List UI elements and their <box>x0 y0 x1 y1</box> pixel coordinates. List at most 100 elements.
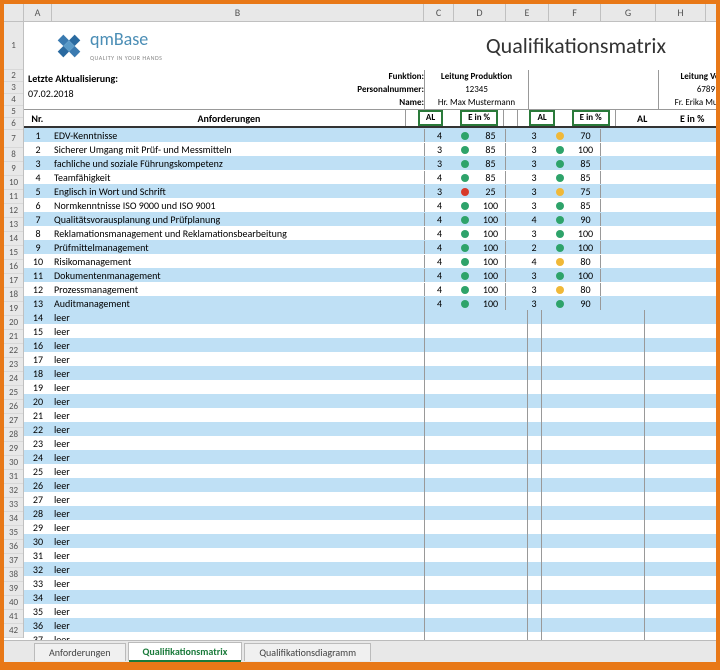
row-num[interactable]: 40 <box>4 596 23 610</box>
table-row[interactable]: 4 Teamfähigkeit 4 85 3 85 <box>24 170 716 184</box>
row-num[interactable]: 22 <box>4 344 23 358</box>
row-num[interactable]: 29 <box>4 442 23 456</box>
col-letter[interactable]: D <box>454 4 506 21</box>
sheet-tab[interactable]: Anforderungen <box>34 643 126 661</box>
row-num[interactable]: 42 <box>4 624 23 638</box>
table-row-empty[interactable]: 36 leer <box>24 618 716 632</box>
al-button-2[interactable]: AL <box>529 110 554 126</box>
col-letter[interactable]: F <box>549 4 601 21</box>
epct-button-2[interactable]: E in % <box>572 110 610 126</box>
row-num[interactable]: 20 <box>4 316 23 330</box>
row-num[interactable]: 36 <box>4 540 23 554</box>
row-num[interactable]: 23 <box>4 358 23 372</box>
row-num[interactable]: 28 <box>4 428 23 442</box>
table-row-empty[interactable]: 18 leer <box>24 366 716 380</box>
row-num[interactable]: 30 <box>4 456 23 470</box>
table-row-empty[interactable]: 23 leer <box>24 436 716 450</box>
table-row-empty[interactable]: 35 leer <box>24 604 716 618</box>
row-num[interactable]: 13 <box>4 218 23 232</box>
row-num[interactable]: 17 <box>4 274 23 288</box>
sheet-tab[interactable]: Qualifikationsmatrix <box>128 642 243 662</box>
table-row-empty[interactable]: 37 leer <box>24 632 716 640</box>
table-row[interactable]: 5 Englisch in Wort und Schrift 3 25 3 75 <box>24 184 716 198</box>
col-letter[interactable]: B <box>52 4 424 21</box>
table-row-empty[interactable]: 14 leer <box>24 310 716 324</box>
table-row-empty[interactable]: 27 leer <box>24 492 716 506</box>
table-row[interactable]: 1 EDV-Kenntnisse 4 85 3 70 <box>24 128 716 142</box>
row-num[interactable]: 24 <box>4 372 23 386</box>
table-row[interactable]: 7 Qualitätsvorausplanung und Prüfplanung… <box>24 212 716 226</box>
row-num[interactable]: 35 <box>4 526 23 540</box>
table-row-empty[interactable]: 24 leer <box>24 450 716 464</box>
row-num[interactable]: 8 <box>4 148 23 162</box>
row-num[interactable]: 31 <box>4 470 23 484</box>
table-row[interactable]: 11 Dokumentenmanagement 4 100 3 100 <box>24 268 716 282</box>
status-dot-icon <box>454 171 476 184</box>
row-num[interactable]: 41 <box>4 610 23 624</box>
col-letter[interactable]: G <box>601 4 656 21</box>
table-row-empty[interactable]: 29 leer <box>24 520 716 534</box>
row-num[interactable]: 26 <box>4 400 23 414</box>
table-row[interactable]: 10 Risikomanagement 4 100 4 80 <box>24 254 716 268</box>
col-letter[interactable]: E <box>506 4 549 21</box>
row-num[interactable]: 38 <box>4 568 23 582</box>
row-num[interactable]: 18 <box>4 288 23 302</box>
row-num[interactable]: 1 <box>4 22 23 70</box>
row-num[interactable]: 10 <box>4 176 23 190</box>
table-row-empty[interactable]: 32 leer <box>24 562 716 576</box>
logo-text-wrap: qmBase QUALITY IN YOUR HANDS <box>90 28 162 63</box>
row-num[interactable]: 33 <box>4 498 23 512</box>
cell-nr: 10 <box>24 255 52 268</box>
row-num[interactable]: 12 <box>4 204 23 218</box>
table-row[interactable]: 8 Reklamationsmanagement und Reklamation… <box>24 226 716 240</box>
cell-nr: 23 <box>24 437 52 450</box>
col-letter[interactable]: C <box>424 4 454 21</box>
row-num[interactable]: 7 <box>4 130 23 148</box>
table-row[interactable]: 3 fachliche und soziale Führungskompeten… <box>24 156 716 170</box>
col-letter[interactable]: H <box>656 4 706 21</box>
row-num[interactable]: 19 <box>4 302 23 316</box>
table-row-empty[interactable]: 33 leer <box>24 576 716 590</box>
al-button-1[interactable]: AL <box>418 110 443 126</box>
row-num[interactable]: 16 <box>4 260 23 274</box>
table-row[interactable]: 2 Sicherer Umgang mit Prüf- und Messmitt… <box>24 142 716 156</box>
table-row-empty[interactable]: 19 leer <box>24 380 716 394</box>
row-num[interactable]: 32 <box>4 484 23 498</box>
cell-pct-1: 100 <box>476 255 506 268</box>
table-row-empty[interactable]: 21 leer <box>24 408 716 422</box>
row-num[interactable]: 4 <box>4 94 23 106</box>
table-row-empty[interactable]: 25 leer <box>24 464 716 478</box>
row-num[interactable]: 2 <box>4 70 23 82</box>
row-num[interactable]: 6 <box>4 118 23 130</box>
table-row[interactable]: 6 Normkenntnisse ISO 9000 und ISO 9001 4… <box>24 198 716 212</box>
row-num[interactable]: 9 <box>4 162 23 176</box>
col-letter[interactable]: A <box>24 4 52 21</box>
row-num[interactable]: 21 <box>4 330 23 344</box>
row-num[interactable]: 3 <box>4 82 23 94</box>
row-num[interactable]: 15 <box>4 246 23 260</box>
row-num[interactable]: 14 <box>4 232 23 246</box>
table-row-empty[interactable]: 22 leer <box>24 422 716 436</box>
row-num[interactable]: 27 <box>4 414 23 428</box>
table-row-empty[interactable]: 17 leer <box>24 352 716 366</box>
sheet-tab[interactable]: Qualifikationsdiagramm <box>244 643 371 661</box>
table-row[interactable]: 9 Prüfmittelmanagement 4 100 2 100 <box>24 240 716 254</box>
table-row-empty[interactable]: 20 leer <box>24 394 716 408</box>
row-num[interactable]: 37 <box>4 554 23 568</box>
table-row-empty[interactable]: 16 leer <box>24 338 716 352</box>
cell-pct-1: 100 <box>476 269 506 282</box>
table-row-empty[interactable]: 26 leer <box>24 478 716 492</box>
table-row-empty[interactable]: 34 leer <box>24 590 716 604</box>
row-num[interactable]: 39 <box>4 582 23 596</box>
table-row-empty[interactable]: 15 leer <box>24 324 716 338</box>
table-row-empty[interactable]: 31 leer <box>24 548 716 562</box>
table-row-empty[interactable]: 30 leer <box>24 534 716 548</box>
table-row-empty[interactable]: 28 leer <box>24 506 716 520</box>
table-row[interactable]: 12 Prozessmanagement 4 100 3 80 <box>24 282 716 296</box>
row-num[interactable]: 34 <box>4 512 23 526</box>
epct-button-1[interactable]: E in % <box>460 110 498 126</box>
table-row[interactable]: 13 Auditmanagement 4 100 3 90 <box>24 296 716 310</box>
row-num[interactable]: 5 <box>4 106 23 118</box>
row-num[interactable]: 25 <box>4 386 23 400</box>
row-num[interactable]: 11 <box>4 190 23 204</box>
